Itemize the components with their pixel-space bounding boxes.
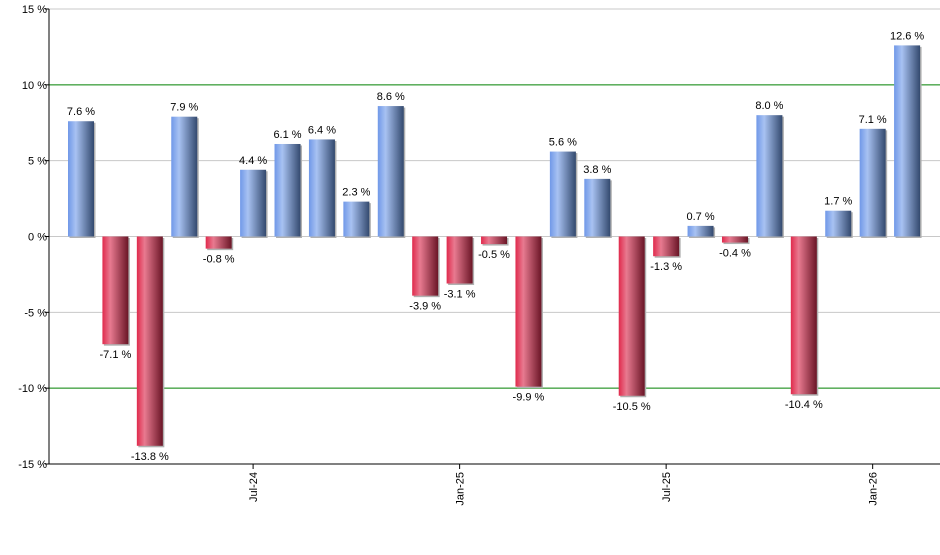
data-label: 7.9 % [170, 102, 198, 114]
data-label: 6.4 % [308, 124, 336, 136]
data-labels: 7.6 % -7.1 % -13.8 % 7.9 % -0.8 % 4.4 % 6.1 % 6… [67, 30, 924, 462]
data-label: 8.0 % [755, 100, 783, 112]
data-label: 7.6 % [67, 106, 95, 118]
x-tick-label: Jan-26 [868, 472, 880, 506]
bar-Jan-26 [859, 128, 886, 237]
bar-Jan-25 [446, 236, 473, 284]
bar-Nov-25 [790, 236, 817, 395]
y-tick-label: 10 % [22, 80, 47, 92]
data-label: -3.9 % [409, 301, 441, 313]
data-label: 0.7 % [686, 211, 714, 223]
data-label: 3.8 % [583, 164, 611, 176]
bar-Nov-24 [377, 106, 404, 237]
bar-Sep-24 [308, 139, 335, 237]
axes: 15 % 10 % 5 % 0 % -5 % -10 % -15 % Jul-24 Jan-25… [18, 4, 940, 506]
bar-Jun-25 [618, 236, 645, 396]
data-label: -7.1 % [100, 349, 132, 361]
data-label: 2.3 % [342, 187, 370, 199]
bar-Dec-25 [825, 210, 852, 237]
bar-Oct-24 [343, 201, 370, 237]
bar-May-24 [171, 116, 198, 237]
y-tick-label: 15 % [22, 4, 47, 16]
bar-Jul-25 [653, 236, 680, 257]
y-tick-label: 5 % [28, 156, 47, 168]
bars [68, 45, 922, 448]
bar-May-25 [584, 178, 611, 237]
data-label: -13.8 % [131, 451, 169, 463]
bar-Sep-25 [721, 236, 748, 243]
bar-Mar-25 [515, 236, 542, 387]
data-label: -1.3 % [650, 261, 682, 273]
data-label: -0.4 % [719, 248, 751, 260]
data-label: 5.6 % [549, 137, 577, 149]
data-label: -0.5 % [478, 249, 510, 261]
data-label: 6.1 % [273, 129, 301, 141]
bar-Feb-26 [894, 45, 921, 237]
y-tick-label: -15 % [18, 459, 47, 471]
bar-Apr-25 [549, 151, 576, 237]
data-label: -10.5 % [613, 401, 651, 413]
bar-Jul-24 [240, 169, 267, 237]
data-label: 1.7 % [824, 196, 852, 208]
y-tick-label: -10 % [18, 383, 47, 395]
y-tick-label: -5 % [24, 307, 47, 319]
data-label: -0.8 % [203, 254, 235, 266]
data-label: -10.4 % [785, 399, 823, 411]
bar-Feb-25 [481, 236, 508, 245]
data-label: 7.1 % [859, 114, 887, 126]
data-label: -9.9 % [513, 392, 545, 404]
bar-Dec-24 [412, 236, 439, 296]
bar-Feb-24 [68, 121, 94, 237]
bar-Mar-24 [102, 236, 129, 345]
bar-Jun-24 [205, 236, 232, 249]
bar-Oct-25 [756, 115, 783, 237]
data-label: 4.4 % [239, 155, 267, 167]
bar-Aug-24 [274, 143, 301, 237]
data-label: -3.1 % [444, 289, 476, 301]
bar-Aug-25 [687, 225, 714, 237]
x-tick-label: Jan-25 [455, 472, 467, 506]
y-tick-label: 0 % [28, 232, 47, 244]
x-tick-label: Jul-24 [248, 472, 260, 502]
data-label: 8.6 % [377, 91, 405, 103]
data-label: 12.6 % [890, 30, 924, 42]
bar-Apr-24 [136, 236, 163, 446]
x-tick-label: Jul-25 [661, 472, 673, 502]
